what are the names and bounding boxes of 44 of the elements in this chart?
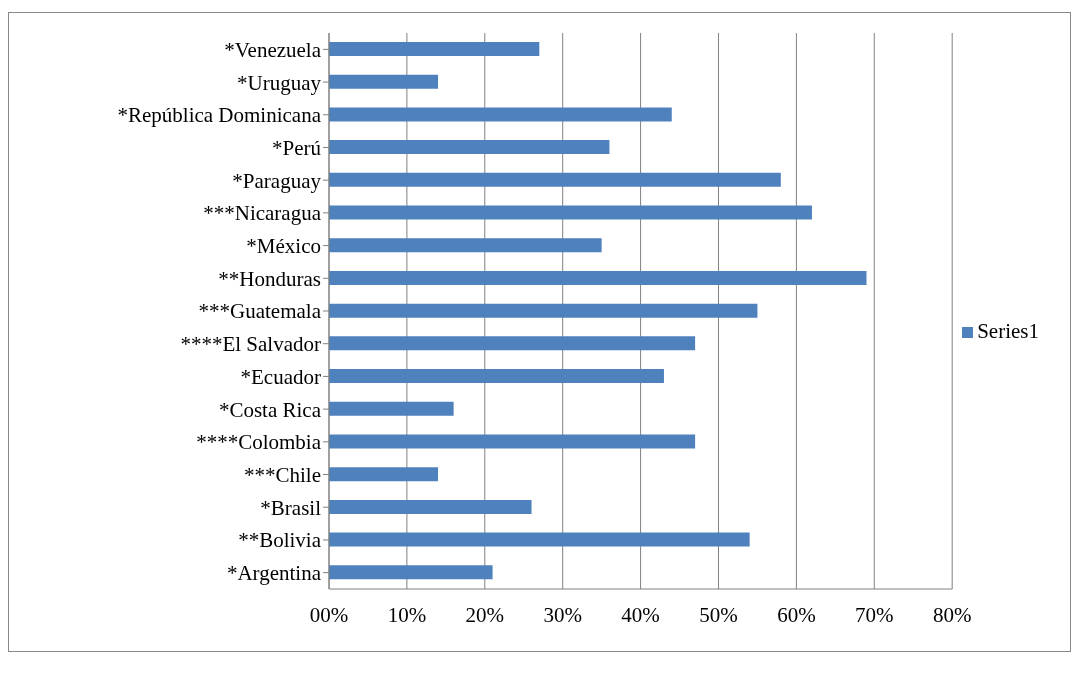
y-tick-label: *Venezuela — [224, 37, 322, 62]
bar — [329, 205, 812, 220]
y-tick-label: *Costa Rica — [218, 397, 322, 422]
bar — [329, 270, 867, 285]
bar — [329, 42, 540, 56]
x-tick-label: 20% — [465, 602, 505, 627]
bar — [329, 336, 696, 351]
y-tick-label: *Ecuador — [240, 364, 321, 389]
y-tick-label: ***Nicaragua — [203, 201, 322, 226]
bar — [329, 140, 610, 155]
bar — [329, 434, 696, 449]
legend-label: Series1 — [977, 318, 1039, 343]
x-tick-label: 30% — [543, 602, 582, 627]
x-tick-label: 80% — [932, 602, 972, 627]
y-tick-label: *Brasil — [260, 495, 322, 520]
y-tick-label: *Argentina — [226, 561, 322, 586]
y-tick-label: **Honduras — [218, 266, 321, 291]
x-tick-label: 00% — [309, 602, 349, 627]
bar — [329, 238, 602, 253]
y-tick-label: *México — [246, 234, 321, 259]
y-tick-label: *Perú — [272, 135, 322, 160]
bar — [329, 467, 439, 482]
bar — [329, 74, 439, 89]
x-tick-label: 50% — [699, 602, 738, 627]
bar — [329, 565, 493, 580]
bar — [329, 532, 750, 547]
x-tick-label: 10% — [387, 602, 427, 627]
x-tick-label: 60% — [777, 602, 816, 627]
y-tick-label: *República Dominicana — [117, 103, 322, 128]
bar — [329, 172, 781, 187]
bar — [329, 401, 454, 416]
y-tick-label: ***Chile — [244, 462, 321, 487]
bar — [329, 369, 664, 384]
y-tick-label: ****Colombia — [196, 430, 322, 455]
y-tick-label: ****El Salvador — [180, 332, 321, 357]
y-tick-label: *Paraguay — [232, 168, 322, 193]
bar — [329, 303, 758, 318]
y-tick-label: ***Guatemala — [198, 299, 322, 324]
bar — [329, 499, 532, 514]
x-tick-label: 40% — [621, 602, 660, 627]
y-tick-label: *Uruguay — [237, 70, 322, 95]
x-tick-label: 70% — [855, 602, 894, 627]
bar — [329, 107, 672, 122]
y-tick-label: **Bolivia — [238, 528, 322, 553]
